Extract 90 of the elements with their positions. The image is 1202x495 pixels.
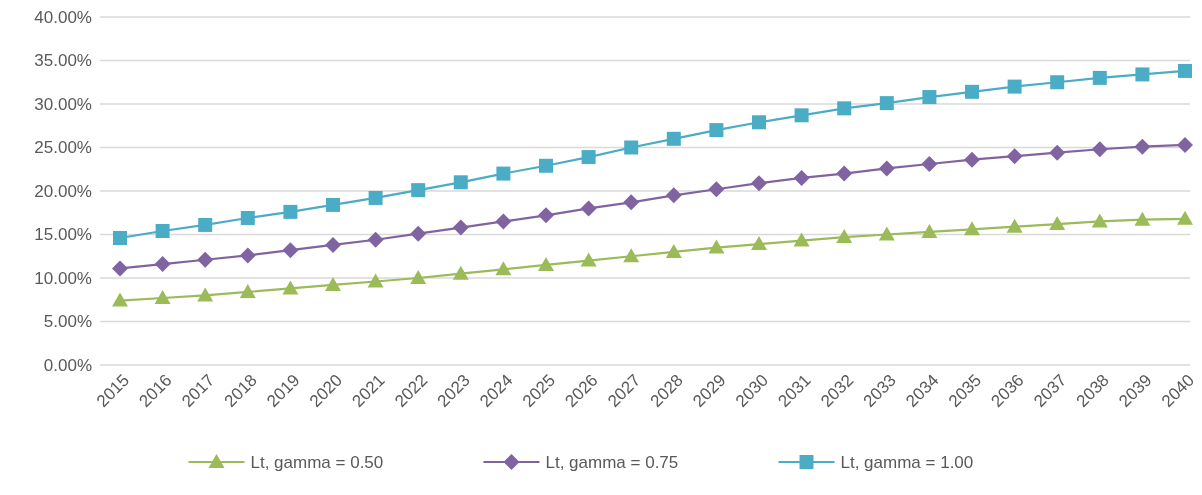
point bbox=[154, 256, 171, 273]
point bbox=[452, 219, 469, 236]
point bbox=[965, 84, 979, 99]
point bbox=[751, 175, 767, 192]
point bbox=[665, 243, 682, 258]
point bbox=[752, 115, 766, 130]
y-tick-label: 35.00% bbox=[34, 51, 92, 71]
point bbox=[1178, 63, 1192, 78]
point bbox=[836, 229, 853, 244]
point bbox=[964, 151, 980, 168]
point bbox=[709, 123, 724, 138]
point bbox=[708, 239, 725, 254]
point bbox=[1134, 138, 1151, 155]
point bbox=[1177, 210, 1193, 225]
legend-label: Lt, gamma = 0.75 bbox=[545, 452, 679, 472]
legend-label: Lt, gamma = 0.50 bbox=[250, 452, 384, 472]
y-tick-label: 40.00% bbox=[34, 7, 92, 27]
point bbox=[666, 131, 681, 146]
point bbox=[1006, 148, 1023, 165]
point bbox=[794, 108, 809, 123]
point bbox=[112, 292, 128, 307]
point bbox=[837, 101, 852, 116]
point bbox=[1091, 213, 1108, 228]
point bbox=[495, 213, 512, 230]
point bbox=[198, 217, 213, 232]
point bbox=[325, 236, 341, 253]
point bbox=[878, 160, 895, 177]
point bbox=[197, 287, 214, 302]
point bbox=[1092, 70, 1107, 85]
point bbox=[878, 226, 895, 241]
point bbox=[1006, 218, 1023, 233]
point bbox=[239, 283, 256, 298]
point bbox=[495, 261, 512, 276]
point bbox=[282, 242, 299, 259]
point bbox=[1049, 144, 1066, 161]
point bbox=[282, 280, 299, 295]
point bbox=[964, 221, 980, 236]
point bbox=[410, 225, 427, 242]
point bbox=[624, 140, 639, 155]
y-tick-label: 15.00% bbox=[34, 225, 92, 245]
y-tick-label: 5.00% bbox=[43, 312, 92, 332]
point bbox=[921, 156, 938, 173]
point bbox=[1050, 75, 1065, 90]
y-tick-label: 0.00% bbox=[43, 355, 92, 375]
point bbox=[539, 158, 553, 173]
point bbox=[581, 150, 596, 165]
point bbox=[197, 251, 214, 268]
point bbox=[496, 166, 511, 181]
point bbox=[453, 175, 468, 190]
point bbox=[1177, 136, 1193, 153]
point bbox=[580, 252, 597, 267]
point bbox=[368, 190, 383, 205]
point bbox=[112, 260, 128, 277]
y-tick-label: 20.00% bbox=[34, 181, 92, 201]
point bbox=[751, 236, 767, 251]
point bbox=[623, 194, 640, 211]
y-tick-label: 10.00% bbox=[34, 268, 92, 288]
point bbox=[411, 183, 426, 198]
legend-label: Lt, gamma = 1.00 bbox=[840, 452, 974, 472]
point bbox=[1049, 216, 1066, 231]
point bbox=[240, 210, 255, 225]
y-tick-label: 25.00% bbox=[34, 138, 92, 158]
point bbox=[1091, 141, 1108, 158]
point bbox=[155, 224, 170, 239]
point bbox=[922, 90, 937, 105]
point bbox=[793, 169, 810, 186]
point bbox=[154, 290, 171, 305]
point bbox=[879, 96, 894, 111]
point bbox=[1007, 79, 1022, 94]
point bbox=[325, 276, 341, 291]
point bbox=[665, 187, 682, 204]
point bbox=[367, 231, 384, 248]
point bbox=[239, 247, 256, 264]
point bbox=[410, 270, 427, 284]
point bbox=[1134, 211, 1151, 226]
point bbox=[113, 230, 127, 245]
point bbox=[708, 181, 725, 198]
y-tick-label: 30.00% bbox=[34, 94, 92, 114]
point bbox=[836, 165, 853, 182]
point bbox=[283, 204, 298, 219]
point bbox=[1135, 67, 1150, 82]
point bbox=[452, 265, 469, 280]
point bbox=[921, 223, 938, 238]
point bbox=[326, 197, 340, 212]
point bbox=[538, 256, 554, 271]
point bbox=[623, 248, 640, 263]
point bbox=[793, 232, 810, 247]
point bbox=[538, 207, 554, 224]
point bbox=[580, 200, 597, 217]
point bbox=[367, 273, 384, 288]
